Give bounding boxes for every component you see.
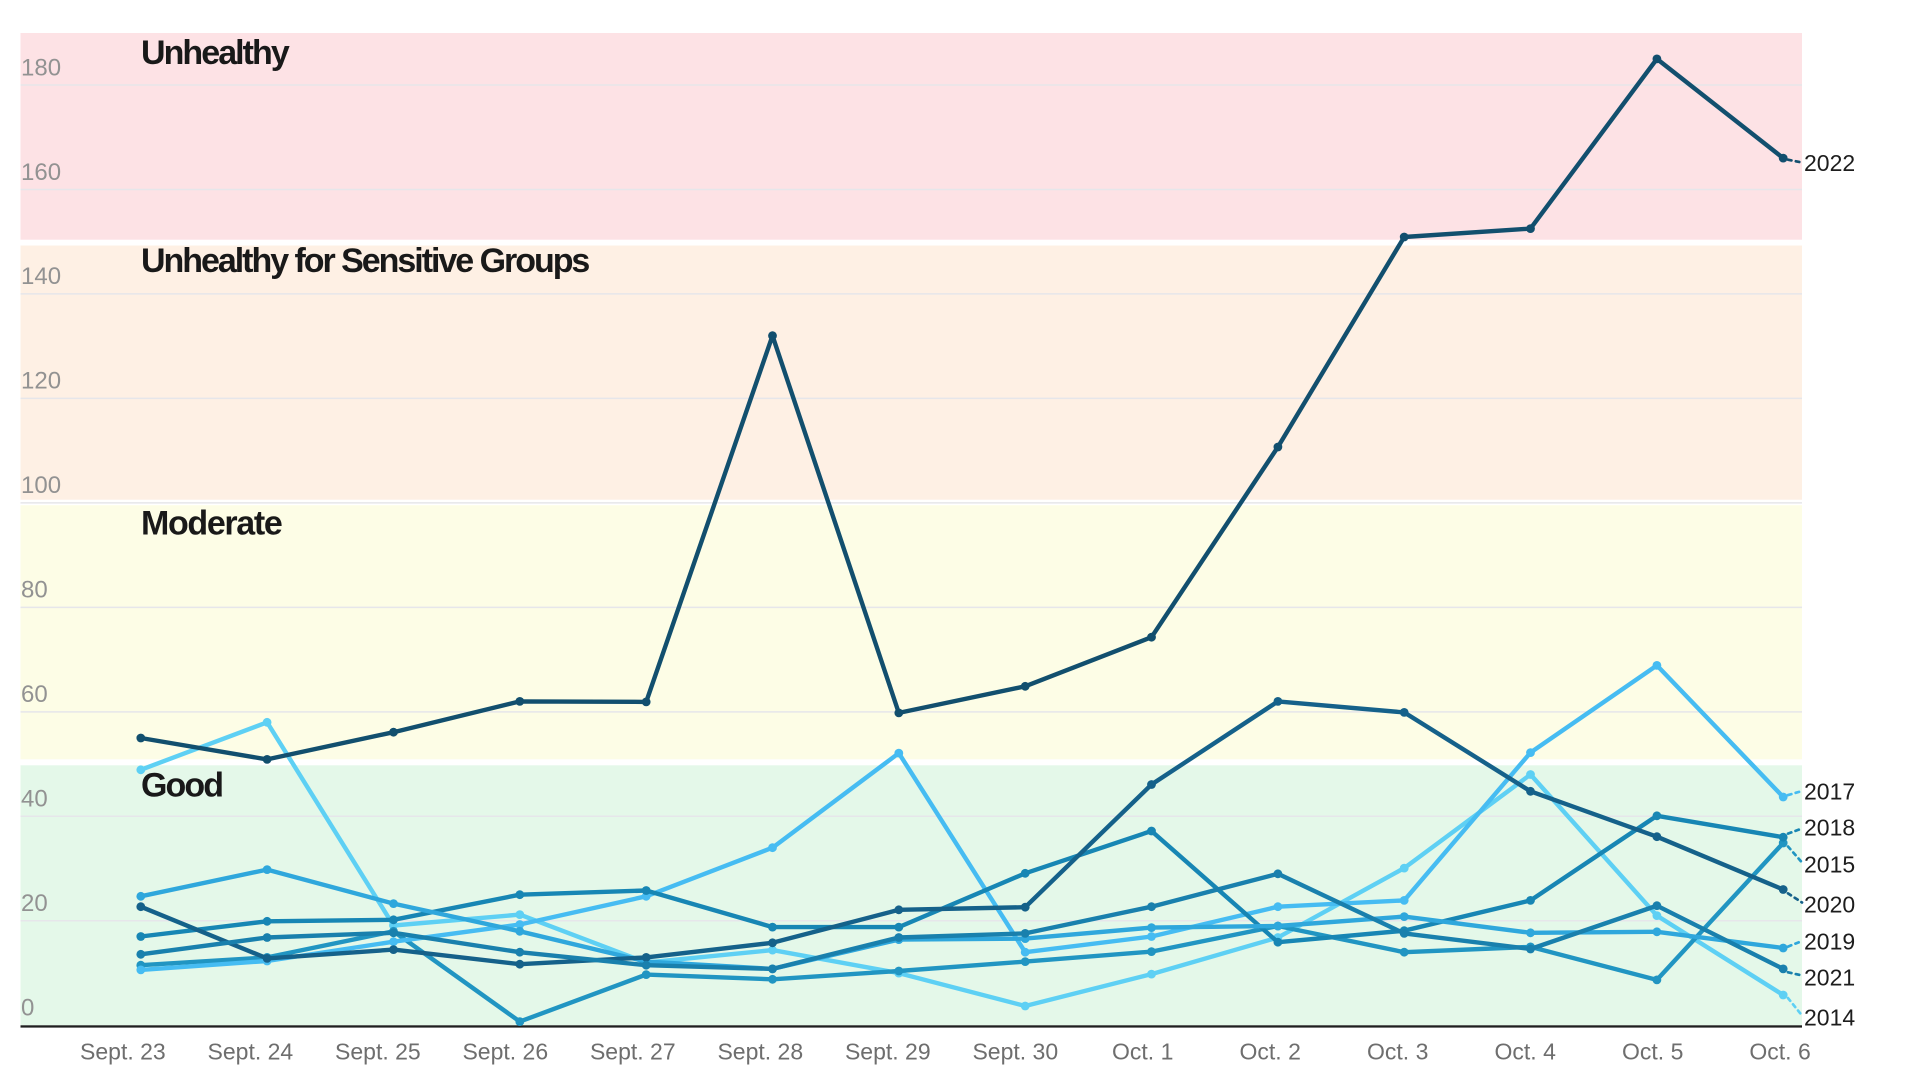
svg-text:2017: 2017 [1804, 778, 1855, 804]
svg-text:2015: 2015 [1804, 851, 1855, 877]
svg-text:Sept. 27: Sept. 27 [590, 1039, 676, 1065]
svg-text:Sept. 24: Sept. 24 [208, 1039, 294, 1065]
svg-text:180: 180 [21, 54, 61, 81]
svg-text:Oct. 2: Oct. 2 [1240, 1039, 1301, 1065]
svg-text:2021: 2021 [1804, 964, 1855, 990]
svg-text:Oct. 4: Oct. 4 [1495, 1039, 1557, 1065]
svg-text:80: 80 [21, 577, 48, 604]
svg-text:Oct. 3: Oct. 3 [1367, 1039, 1428, 1065]
svg-text:2018: 2018 [1804, 814, 1855, 840]
svg-text:Sept. 28: Sept. 28 [717, 1039, 803, 1065]
svg-text:2022: 2022 [1804, 150, 1855, 176]
svg-text:40: 40 [21, 786, 48, 813]
svg-text:Unhealthy for Sensitive Groups: Unhealthy for Sensitive Groups [141, 242, 589, 280]
svg-text:120: 120 [21, 368, 61, 395]
svg-text:Oct. 5: Oct. 5 [1622, 1039, 1683, 1065]
svg-text:Oct. 1: Oct. 1 [1112, 1039, 1173, 1065]
svg-text:Sept. 23: Sept. 23 [80, 1039, 166, 1065]
svg-text:Oct. 6: Oct. 6 [1749, 1039, 1810, 1065]
svg-text:Sept. 26: Sept. 26 [462, 1039, 548, 1065]
svg-text:2014: 2014 [1804, 1004, 1855, 1030]
svg-text:100: 100 [21, 472, 61, 499]
svg-text:2020: 2020 [1804, 891, 1855, 917]
svg-text:Good: Good [141, 767, 222, 805]
svg-text:Sept. 30: Sept. 30 [972, 1039, 1058, 1065]
svg-text:0: 0 [21, 995, 34, 1022]
svg-text:160: 160 [21, 159, 61, 186]
svg-text:60: 60 [21, 681, 48, 708]
svg-text:Moderate: Moderate [141, 505, 282, 543]
svg-text:20: 20 [21, 890, 48, 917]
svg-text:Unhealthy: Unhealthy [141, 34, 290, 72]
svg-text:140: 140 [21, 263, 61, 290]
svg-text:2019: 2019 [1804, 928, 1855, 954]
svg-text:Sept. 25: Sept. 25 [335, 1039, 421, 1065]
svg-text:Sept. 29: Sept. 29 [845, 1039, 931, 1065]
